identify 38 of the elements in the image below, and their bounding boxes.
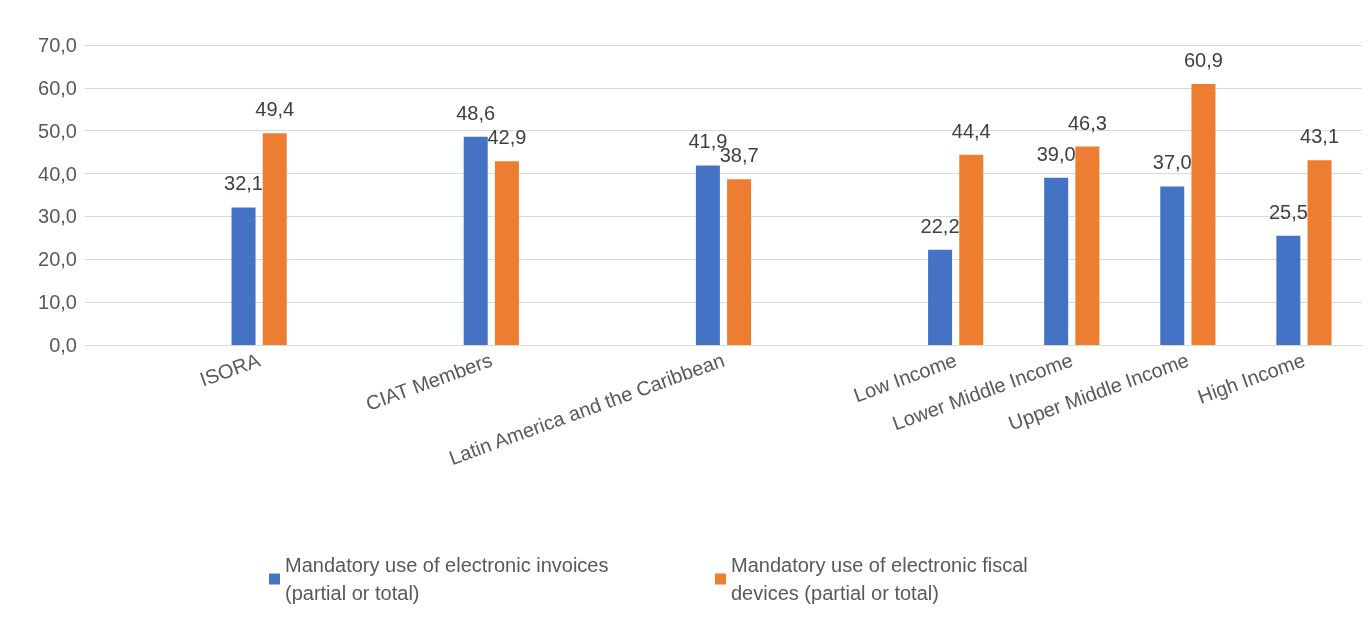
y-tick-label: 10,0 (38, 291, 77, 314)
data-label: 25,5 (1268, 200, 1308, 223)
bar (231, 207, 256, 345)
data-label: 44,4 (951, 119, 991, 142)
bar (959, 154, 984, 345)
bar (262, 133, 287, 345)
data-label: 39,0 (1036, 142, 1076, 165)
bar (1160, 186, 1185, 345)
y-tick-label: 50,0 (38, 119, 77, 142)
y-tick-label: 0,0 (49, 334, 77, 356)
y-tick-label: 60,0 (38, 76, 77, 99)
data-label: 22,2 (920, 214, 960, 237)
bar (1276, 235, 1301, 345)
data-label: 42,9 (487, 126, 527, 149)
bar (463, 136, 488, 345)
y-tick-label: 40,0 (38, 162, 77, 185)
data-label: 46,3 (1067, 111, 1107, 134)
y-tick-label: 30,0 (38, 205, 77, 228)
x-tick-label: ISORA (196, 348, 264, 391)
bar (928, 249, 953, 345)
bar (1075, 146, 1100, 345)
bar (727, 179, 752, 345)
data-label: 32,1 (224, 172, 264, 195)
data-label: 43,1 (1300, 125, 1340, 148)
bar (1307, 160, 1332, 345)
bar (1191, 84, 1216, 345)
bar (1044, 177, 1069, 345)
bar (494, 161, 519, 345)
legend-label: Mandatory use of electronic invoices (partial or total) (285, 554, 615, 604)
data-label: 49,4 (255, 98, 295, 121)
y-tick-label: 20,0 (38, 248, 77, 271)
y-tick-label: 70,0 (38, 34, 77, 56)
data-label: 48,6 (456, 101, 496, 124)
data-label: 37,0 (1152, 151, 1192, 174)
data-label: 60,9 (1183, 49, 1223, 71)
x-tick-label: High Income (1194, 348, 1308, 408)
bar (695, 165, 720, 345)
legend-label: Mandatory use of electronic fiscal devices (partial or total) (731, 554, 1034, 604)
